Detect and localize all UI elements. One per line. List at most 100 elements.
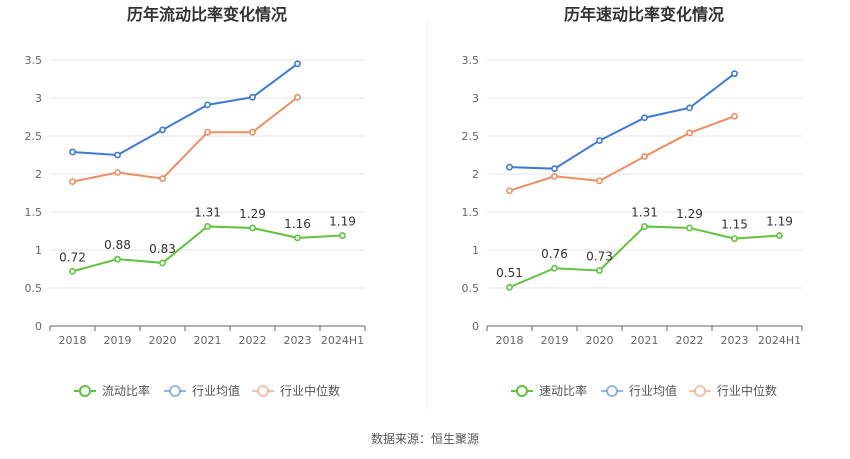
data-point[interactable] [69,178,76,185]
data-point[interactable] [641,153,648,160]
data-point[interactable] [551,165,558,173]
legend-item[interactable]: 流动比率 [74,383,150,398]
data-label: 1.19 [329,215,356,229]
data-point[interactable] [159,259,166,267]
x-tick-label: 2019 [104,334,132,347]
legend-item[interactable]: 行业均值 [601,383,677,398]
legend-label: 行业均值 [629,383,677,398]
grid-lines [50,59,365,289]
data-point[interactable] [294,93,301,101]
data-point[interactable] [69,267,76,275]
legend-marker [516,385,528,397]
data-point[interactable] [339,232,346,239]
legend-marker [257,385,269,397]
y-tick-label: 3 [472,92,479,105]
data-point[interactable] [731,70,738,78]
y-tick-label: 1 [35,244,42,257]
data-point[interactable] [776,232,783,239]
y-tick-label: 2.5 [462,130,480,143]
data-point[interactable] [686,224,693,232]
data-label: 1.16 [284,217,311,231]
x-tick-label: 2022 [239,334,267,347]
y-tick-label: 3 [35,92,42,105]
data-source-note: 数据来源：恒生聚源 [371,431,479,446]
y-tick-label: 2.5 [25,130,43,143]
data-point[interactable] [114,255,121,263]
x-tick-label: 2021 [631,334,659,347]
legend-marker [694,385,706,397]
x-tick-label: 2019 [541,334,569,347]
data-point[interactable] [551,264,558,272]
y-tick-label: 3.5 [25,54,43,67]
x-tick-label: 2024H1 [758,334,801,347]
data-point[interactable] [204,101,211,109]
data-label: 0.76 [541,247,568,261]
data-label: 0.51 [496,266,523,280]
data-point[interactable] [249,128,256,136]
series-line [72,62,299,157]
legend-label: 行业均值 [192,383,240,398]
data-point[interactable] [114,151,121,159]
x-axis-ticks: 2018 2019 2020 2021 2022 2023 2024H1 [486,326,803,347]
x-tick-label: 2020 [149,334,177,347]
x-tick-label: 2020 [586,334,614,347]
data-point[interactable] [69,148,76,156]
legend-item[interactable]: 速动比率 [511,383,587,398]
x-tick-label: 2021 [194,334,222,347]
legend-label: 流动比率 [102,383,150,398]
data-point[interactable] [596,177,603,185]
data-point[interactable] [731,112,738,120]
data-label: 1.29 [239,207,266,221]
legend-label: 速动比率 [539,383,587,398]
legend-marker [79,385,91,397]
data-label: 1.31 [631,205,658,219]
legend-item[interactable]: 行业中位数 [689,383,777,398]
data-point[interactable] [641,223,648,230]
data-label: 0.72 [59,250,86,264]
legend[interactable]: 速动比率 行业均值 行业中位数 [511,383,777,398]
x-tick-label: 2018 [59,334,87,347]
series-line [509,72,736,170]
data-point[interactable] [294,60,301,68]
data-label: 1.29 [676,207,703,221]
data-point[interactable] [159,126,166,134]
data-point[interactable] [506,163,513,171]
legend-label: 行业中位数 [280,383,340,398]
series-group [506,70,783,291]
data-point[interactable] [596,267,603,274]
y-tick-label: 2 [472,168,479,181]
x-tick-label: 2023 [721,334,749,347]
y-tick-label: 1.5 [462,206,480,219]
y-tick-label: 0 [472,320,479,333]
data-point[interactable] [204,223,211,230]
data-labels: 0.51 0.76 0.73 1.31 1.29 1.15 1.19 [496,205,793,280]
data-point[interactable] [114,169,121,176]
x-tick-label: 2023 [284,334,312,347]
legend-label: 行业中位数 [717,383,777,398]
data-point[interactable] [294,234,301,242]
legend-item[interactable]: 行业均值 [164,383,240,398]
chart-panel-current-ratio: 历年流动比率变化情况 0 0.5 1 1.5 2 2.5 3 3.5 2018 2019 2020… [25,5,366,398]
chart-panel-quick-ratio: 历年速动比率变化情况 00.511.522.533.5 2018 2019 2020… [462,5,803,398]
data-point[interactable] [506,283,513,291]
data-point[interactable] [731,235,738,242]
legend-item[interactable]: 行业中位数 [252,383,340,398]
series-line [509,115,735,192]
data-point[interactable] [249,224,256,232]
data-point[interactable] [159,175,166,182]
legend[interactable]: 流动比率 行业均值 行业中位数 [74,383,340,398]
data-point[interactable] [506,187,513,195]
data-point[interactable] [249,93,256,101]
data-point[interactable] [551,172,558,180]
data-label: 1.19 [766,215,793,229]
y-axis-ticks: 0 0.5 1 1.5 2 2.5 3 3.5 [25,54,43,333]
y-tick-label: 0.5 [25,282,43,295]
data-point[interactable] [686,129,693,137]
data-point[interactable] [686,104,693,112]
y-tick-label: 0.5 [462,282,480,295]
data-point[interactable] [204,128,211,136]
y-tick-label: 2 [35,168,42,181]
data-point[interactable] [596,137,603,144]
data-point[interactable] [641,114,648,122]
y-tick-label: 1 [472,244,479,257]
